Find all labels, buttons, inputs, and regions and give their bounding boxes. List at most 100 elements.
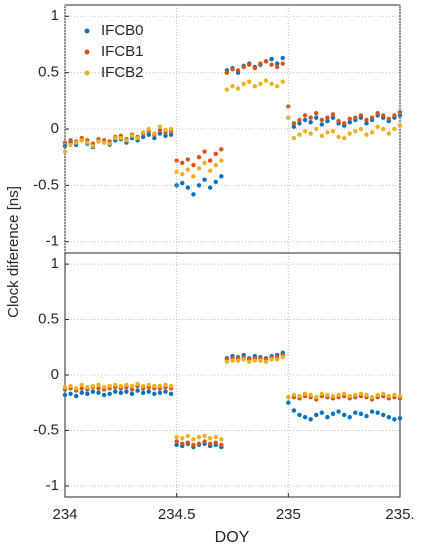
data-point bbox=[101, 140, 107, 145]
data-point bbox=[118, 135, 124, 141]
data-point bbox=[319, 133, 325, 138]
data-point bbox=[185, 433, 191, 439]
data-point bbox=[174, 158, 179, 163]
data-point bbox=[79, 390, 84, 395]
data-point bbox=[230, 67, 235, 72]
data-point bbox=[180, 180, 185, 186]
data-point bbox=[140, 390, 146, 395]
x-tick-label: 234.5 bbox=[158, 506, 196, 523]
data-point bbox=[163, 127, 168, 133]
data-point bbox=[85, 140, 90, 145]
y-tick-label: -1 bbox=[46, 233, 59, 250]
data-point bbox=[129, 133, 135, 138]
data-point bbox=[375, 410, 380, 415]
data-point bbox=[135, 135, 140, 141]
data-point bbox=[336, 409, 341, 414]
data-point bbox=[213, 151, 218, 156]
data-point bbox=[291, 124, 297, 129]
y-tick-label: 1 bbox=[51, 255, 59, 272]
data-point bbox=[213, 434, 218, 440]
data-point bbox=[325, 118, 330, 124]
data-point bbox=[364, 117, 369, 123]
data-point bbox=[85, 391, 90, 397]
data-point bbox=[353, 410, 358, 415]
y-tick-label: -1 bbox=[46, 477, 59, 494]
data-point bbox=[302, 129, 308, 134]
data-point bbox=[140, 130, 146, 135]
data-point bbox=[358, 411, 364, 417]
data-point bbox=[319, 391, 325, 397]
data-point bbox=[62, 143, 68, 149]
data-point bbox=[269, 357, 274, 362]
y-tick-label: 0 bbox=[51, 120, 59, 137]
data-point bbox=[124, 382, 129, 388]
data-point bbox=[62, 140, 68, 145]
data-point bbox=[330, 411, 336, 417]
data-point bbox=[386, 116, 392, 122]
data-point bbox=[263, 359, 269, 364]
data-point bbox=[174, 442, 179, 448]
data-point bbox=[274, 357, 280, 362]
data-point bbox=[207, 168, 213, 173]
data-point bbox=[68, 391, 73, 397]
data-point bbox=[269, 62, 274, 67]
data-point bbox=[308, 392, 313, 398]
data-point bbox=[241, 81, 246, 87]
data-point bbox=[319, 410, 325, 415]
data-point bbox=[274, 83, 280, 89]
data-point bbox=[308, 115, 313, 120]
data-point bbox=[135, 381, 140, 387]
data-point bbox=[146, 126, 151, 132]
data-point bbox=[353, 115, 358, 120]
data-point bbox=[286, 104, 291, 109]
data-point bbox=[291, 135, 297, 141]
data-point bbox=[185, 440, 191, 445]
data-point bbox=[202, 149, 207, 154]
y-axis-label: Clock diference [ns] bbox=[5, 186, 22, 318]
data-point bbox=[140, 383, 146, 389]
data-point bbox=[196, 434, 202, 440]
data-point bbox=[336, 118, 341, 124]
data-point bbox=[185, 167, 191, 172]
data-point bbox=[96, 382, 101, 388]
data-point bbox=[129, 383, 135, 389]
data-point bbox=[168, 391, 174, 397]
data-point bbox=[113, 389, 118, 394]
data-point bbox=[219, 174, 224, 179]
data-point bbox=[140, 134, 146, 140]
data-point bbox=[369, 130, 375, 135]
data-point bbox=[341, 121, 347, 126]
data-point bbox=[381, 412, 386, 418]
data-point bbox=[113, 135, 118, 141]
data-point bbox=[252, 83, 258, 89]
data-point bbox=[124, 389, 129, 394]
data-point bbox=[347, 393, 352, 399]
data-point bbox=[107, 383, 112, 389]
data-point bbox=[68, 142, 73, 147]
data-point bbox=[280, 79, 285, 84]
data-point bbox=[347, 414, 352, 420]
data-point bbox=[302, 117, 308, 123]
data-point bbox=[386, 131, 392, 136]
data-point bbox=[219, 158, 224, 163]
data-point bbox=[369, 115, 375, 120]
data-point bbox=[163, 382, 168, 388]
data-point bbox=[297, 132, 302, 137]
data-point bbox=[392, 417, 397, 422]
data-point bbox=[191, 192, 196, 197]
data-point bbox=[90, 143, 96, 149]
data-point bbox=[157, 390, 163, 395]
data-point bbox=[308, 131, 313, 136]
y-tick-label: 0.5 bbox=[38, 64, 59, 81]
plot-frame bbox=[64, 252, 401, 498]
y-tick-label: 0 bbox=[51, 366, 59, 383]
data-point bbox=[157, 131, 163, 136]
legend-marker bbox=[84, 49, 90, 55]
data-point bbox=[230, 358, 235, 363]
data-point bbox=[73, 140, 79, 145]
data-point bbox=[124, 138, 129, 143]
data-point bbox=[163, 389, 168, 394]
data-point bbox=[347, 131, 352, 136]
data-point bbox=[341, 135, 347, 141]
data-point bbox=[163, 133, 168, 138]
